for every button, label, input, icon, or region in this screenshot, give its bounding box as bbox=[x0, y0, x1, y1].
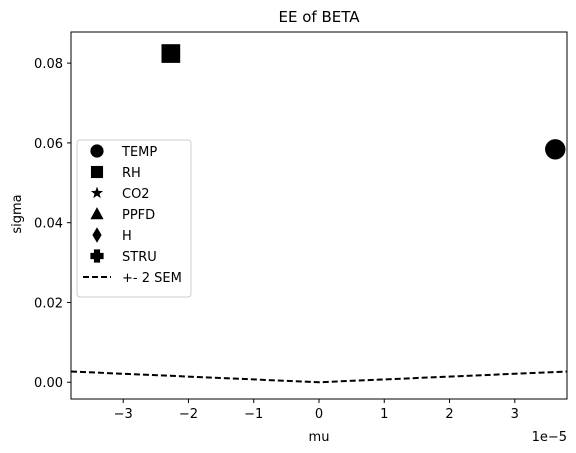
chart-title: EE of BETA bbox=[279, 8, 361, 26]
legend-marker-h bbox=[92, 227, 102, 243]
legend-label-ppfd: PPFD bbox=[122, 208, 155, 223]
x-axis-offset-label: 1e−5 bbox=[532, 430, 567, 445]
plot-area bbox=[70, 31, 568, 400]
legend-label-sem: +- 2 SEM bbox=[122, 271, 182, 286]
legend-marker-stru bbox=[90, 249, 104, 263]
legend-frame bbox=[76, 139, 192, 298]
y-axis-label: sigma bbox=[10, 194, 25, 233]
point-temp-0 bbox=[545, 139, 566, 160]
x-tick-label: 0 bbox=[315, 407, 323, 422]
legend-marker-co2 bbox=[90, 186, 104, 199]
legend-label-h: H bbox=[122, 229, 132, 244]
y-tick-label: 0.02 bbox=[34, 296, 63, 311]
x-tick-label: −3 bbox=[114, 407, 133, 422]
y-tick-label: 0.06 bbox=[34, 137, 63, 152]
legend: TEMP RH CO2 PPFD H STRU +- 2 SEM bbox=[76, 139, 192, 298]
x-axis: −3 −2 −1 0 1 2 3 bbox=[114, 399, 519, 422]
point-rh-0 bbox=[161, 44, 181, 63]
y-tick-label: 0.04 bbox=[34, 217, 63, 232]
legend-marker-temp bbox=[90, 144, 104, 158]
x-tick-label: −2 bbox=[179, 407, 198, 422]
legend-marker-rh bbox=[90, 165, 104, 179]
legend-label-temp: TEMP bbox=[121, 145, 157, 160]
x-axis-label: mu bbox=[309, 430, 330, 445]
legend-marker-ppfd bbox=[90, 207, 104, 220]
y-axis: 0.00 0.02 0.04 0.06 0.08 bbox=[34, 57, 71, 391]
x-tick-label: 3 bbox=[511, 407, 519, 422]
x-tick-label: 2 bbox=[445, 407, 453, 422]
legend-label-rh: RH bbox=[122, 166, 141, 181]
y-tick-label: 0.00 bbox=[34, 376, 63, 391]
x-tick-label: −1 bbox=[244, 407, 263, 422]
legend-label-co2: CO2 bbox=[122, 187, 150, 202]
x-tick-label: 1 bbox=[380, 407, 388, 422]
legend-label-stru: STRU bbox=[122, 250, 157, 265]
sem-line bbox=[71, 370, 567, 384]
y-tick-label: 0.08 bbox=[34, 57, 63, 72]
